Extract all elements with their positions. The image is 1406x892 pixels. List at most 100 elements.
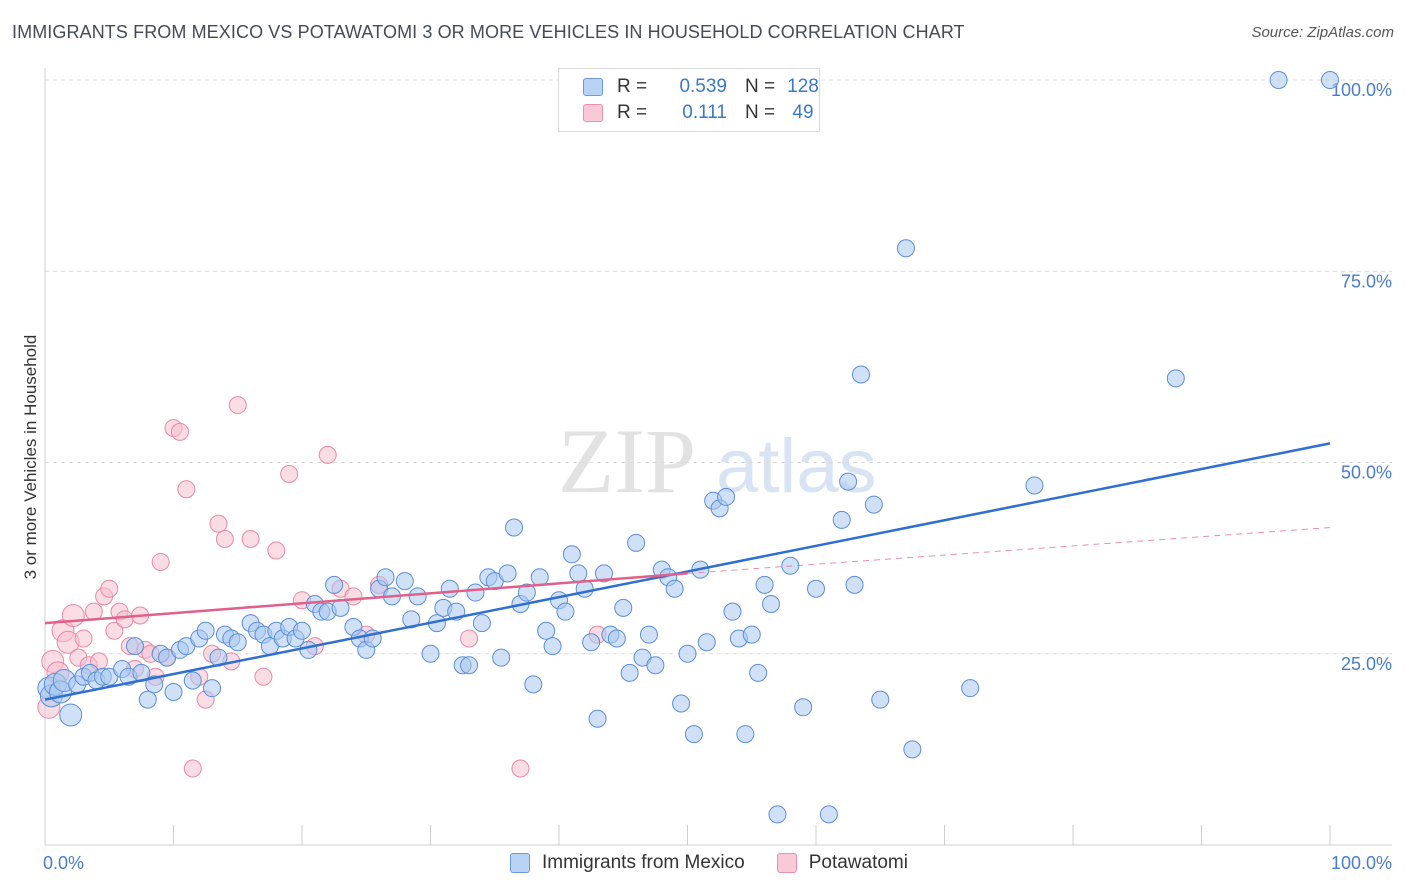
- r-label: R =: [617, 76, 648, 97]
- mexico-point-115: [832, 510, 851, 529]
- mexico-point-126: [1269, 71, 1288, 89]
- mexico-point-113: [807, 579, 825, 598]
- mexico-point-77: [556, 602, 575, 621]
- mexico-point-122: [903, 740, 922, 759]
- mexico-point-75: [543, 637, 562, 656]
- series-potawatomi-points: [37, 396, 607, 778]
- legend-label-mexico: Immigrants from Mexico: [542, 852, 745, 873]
- watermark: ZIP atlas: [558, 410, 877, 512]
- mexico-point-85: [607, 629, 626, 648]
- potawatomi-point-22: [151, 552, 170, 571]
- potawatomi-point-15: [115, 610, 134, 629]
- mexico-point-14: [125, 637, 144, 656]
- source-credit: Source: ZipAtlas.com: [1251, 24, 1394, 41]
- mexico-point-127: [1321, 71, 1339, 89]
- trend-extension-potawatomi: [687, 527, 1331, 574]
- swatch-potawatomi: [583, 104, 603, 122]
- mexico-point-39: [293, 621, 311, 640]
- legend-swatch-mexico: [510, 853, 530, 873]
- watermark-atlas: atlas: [716, 424, 877, 509]
- potawatomi-point-34: [228, 396, 247, 415]
- mexico-point-109: [762, 595, 781, 614]
- legend-item-mexico[interactable]: Immigrants from Mexico: [510, 852, 745, 874]
- mexico-point-87: [620, 663, 639, 682]
- potawatomi-point-27: [183, 759, 202, 778]
- potawatomi-point-5: [61, 604, 85, 627]
- mexico-point-5: [59, 703, 83, 727]
- mexico-point-16: [138, 690, 157, 709]
- n-label: N =: [745, 76, 776, 97]
- mexico-point-17: [145, 675, 164, 694]
- mexico-point-51: [376, 568, 395, 587]
- potawatomi-point-31: [209, 514, 228, 533]
- mexico-point-30: [228, 633, 247, 652]
- potawatomi-point-7: [74, 629, 93, 648]
- n-value: 49: [792, 102, 814, 123]
- mexico-point-118: [851, 365, 870, 384]
- mexico-point-95: [672, 694, 691, 713]
- mexico-point-56: [421, 644, 440, 663]
- legend-item-potawatomi[interactable]: Potawatomi: [776, 852, 908, 874]
- potawatomi-point-12: [100, 579, 119, 598]
- potawatomi-point-47: [511, 759, 530, 778]
- mexico-point-97: [684, 725, 703, 744]
- mexico-point-59: [440, 579, 459, 598]
- mexico-point-25: [196, 621, 215, 640]
- chart-title: IMMIGRANTS FROM MEXICO VS POTAWATOMI 3 O…: [12, 22, 965, 42]
- mexico-point-82: [588, 709, 607, 728]
- mexico-point-112: [794, 698, 813, 717]
- x-tick-label-0: 0.0%: [43, 853, 84, 873]
- stats-row-potawatomi: R = 0.111 N = 49: [583, 100, 823, 126]
- potawatomi-point-46: [460, 629, 479, 648]
- potawatomi-point-35: [241, 530, 260, 548]
- mexico-point-26: [203, 679, 222, 698]
- mexico-point-123: [961, 679, 980, 698]
- mexico-point-106: [742, 625, 761, 644]
- potawatomi-point-26: [177, 480, 196, 499]
- r-label: R =: [617, 102, 648, 123]
- mexico-point-119: [864, 495, 883, 514]
- mexico-point-69: [505, 518, 524, 537]
- mexico-point-23: [183, 671, 202, 690]
- mexico-point-117: [845, 575, 864, 594]
- r-value: 0.111: [682, 102, 727, 123]
- mexico-point-121: [896, 239, 915, 258]
- mexico-point-105: [736, 725, 755, 744]
- mexico-point-120: [871, 690, 890, 709]
- mexico-point-125: [1166, 369, 1185, 388]
- trend-line-potawatomi: [44, 572, 688, 625]
- y-tick-label-3: 100.0%: [1331, 80, 1392, 100]
- potawatomi-point-13: [105, 621, 124, 640]
- stats-row-mexico: R = 0.539 N = 128: [583, 74, 823, 100]
- mexico-point-114: [819, 805, 838, 824]
- trend-line-mexico: [44, 442, 1331, 701]
- stats-legend: R = 0.539 N = 128 R = 0.111 N = 49: [558, 68, 820, 132]
- mexico-point-86: [614, 598, 633, 617]
- mexico-point-79: [569, 564, 588, 583]
- mexico-point-78: [562, 545, 581, 564]
- swatch-mexico: [583, 78, 603, 96]
- mexico-point-67: [492, 648, 511, 667]
- potawatomi-point-36: [254, 667, 273, 686]
- mexico-point-20: [164, 683, 183, 701]
- n-value: 128: [787, 76, 819, 97]
- mexico-point-68: [498, 564, 517, 583]
- potawatomi-point-32: [215, 530, 234, 548]
- mexico-point-71: [517, 583, 536, 602]
- trend-lines: [44, 442, 1331, 701]
- mexico-point-63: [466, 583, 485, 602]
- mexico-point-110: [768, 805, 787, 824]
- mexico-point-62: [460, 656, 479, 675]
- series-mexico-points: [37, 71, 1339, 824]
- n-label: N =: [745, 102, 776, 123]
- mexico-point-88: [627, 533, 646, 552]
- mexico-point-90: [639, 625, 658, 644]
- watermark-zip: ZIP: [558, 410, 696, 512]
- r-value: 0.539: [679, 76, 727, 97]
- mexico-point-83: [594, 564, 613, 583]
- mexico-point-55: [408, 587, 427, 606]
- potawatomi-point-37: [267, 541, 286, 560]
- mexico-point-53: [395, 572, 414, 591]
- mexico-point-40: [299, 640, 318, 659]
